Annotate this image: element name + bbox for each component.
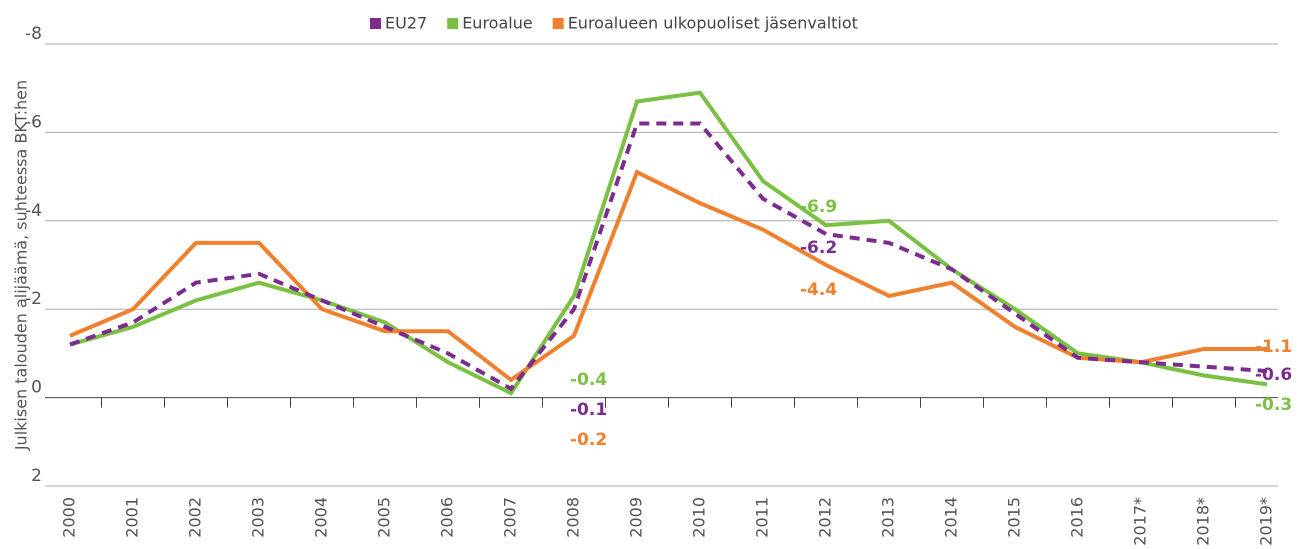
- legend-label: Euroalueen ulkopuoliset jäsenvaltiot: [568, 14, 858, 33]
- y-tick-label: -4: [25, 201, 42, 221]
- x-tick-label: 2004: [312, 497, 331, 538]
- x-tick-label: 2005: [375, 497, 394, 538]
- legend-label: EU27: [385, 14, 427, 33]
- legend-swatch: [370, 18, 381, 29]
- annotation: -0.3: [1255, 395, 1292, 415]
- x-tick-label: 2018*: [1194, 497, 1213, 546]
- x-tick-label: 2015: [1005, 497, 1024, 538]
- x-tick-label: 2012: [816, 497, 835, 538]
- x-tick-label: 2009: [627, 497, 646, 538]
- series-line: [69, 169, 1267, 383]
- x-tick-label: 2013: [879, 497, 898, 538]
- series-line: [69, 90, 1268, 396]
- x-tick-label: 2007: [501, 497, 520, 538]
- annotation: -0.1: [570, 400, 607, 420]
- annotation: -1.1: [1255, 337, 1292, 357]
- y-tick-label: -8: [25, 24, 42, 44]
- annotation: -4.4: [800, 280, 837, 300]
- x-tick-label: 2010: [690, 497, 709, 538]
- x-tick-label: 2000: [60, 497, 79, 538]
- x-tick-label: 2008: [564, 497, 583, 538]
- x-tick-label: 2001: [123, 497, 142, 538]
- annotation: -0.4: [570, 370, 607, 390]
- annotation: -0.2: [570, 430, 607, 450]
- x-tick-label: 2014: [942, 497, 961, 538]
- series-line: [69, 121, 1268, 392]
- y-tick-label: 2: [31, 466, 42, 486]
- y-tick-label: -2: [25, 289, 42, 309]
- x-tick-label: 2002: [186, 497, 205, 538]
- legend-swatch: [447, 18, 459, 29]
- legend-swatch: [552, 18, 564, 29]
- y-tick-label: 0: [31, 378, 42, 398]
- annotation: -6.2: [800, 238, 837, 258]
- x-tick-label: 2006: [438, 497, 457, 538]
- annotation: -6.9: [800, 197, 837, 217]
- x-tick-label: 2011: [753, 497, 772, 538]
- y-tick-label: -6: [25, 112, 42, 132]
- annotation: -0.6: [1255, 365, 1292, 385]
- x-tick-label: 2017*: [1131, 497, 1150, 546]
- x-tick-label: 2003: [249, 497, 268, 538]
- x-tick-label: 2016: [1068, 497, 1087, 538]
- x-tick-label: 2019*: [1257, 497, 1276, 546]
- legend-label: Euroalue: [462, 14, 533, 33]
- y-axis-label: Julkisen talouden alijäämä, suhteessa BK…: [12, 80, 31, 451]
